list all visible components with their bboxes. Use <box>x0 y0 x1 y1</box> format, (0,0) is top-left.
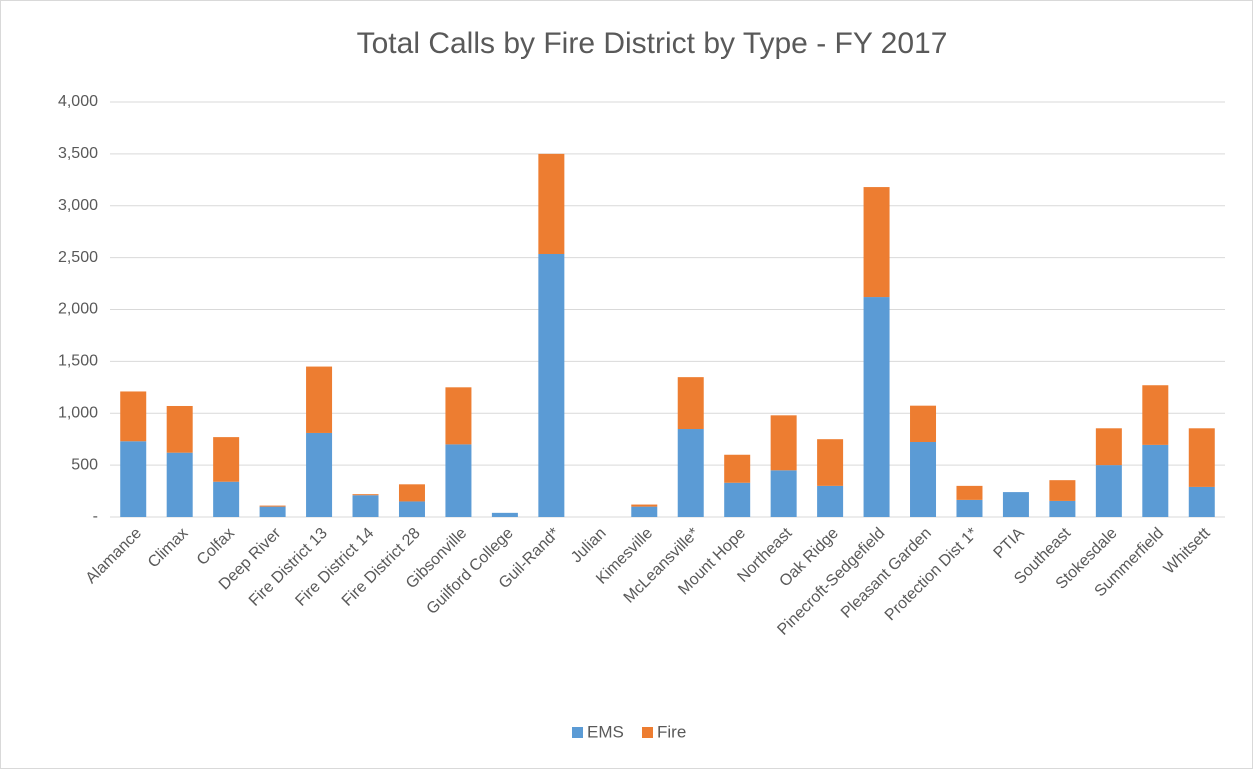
bar-segment <box>677 429 704 517</box>
bar-segment <box>352 494 379 496</box>
y-tick-label: 4,000 <box>58 93 98 110</box>
bar-segment <box>863 187 890 298</box>
bar-segment <box>538 253 565 517</box>
bar-segment <box>863 297 890 517</box>
bar-segment <box>724 482 751 517</box>
chart-title: Total Calls by Fire District by Type - F… <box>357 27 948 60</box>
bar-segment <box>631 506 658 517</box>
legend-label: Fire <box>657 722 686 741</box>
bar-segment <box>213 481 240 517</box>
y-tick-label: 2,000 <box>58 301 98 318</box>
bar-segment <box>956 485 983 500</box>
bar-segment <box>259 505 286 507</box>
legend-swatch <box>572 727 583 738</box>
legend-label: EMS <box>587 722 624 741</box>
bar-segment <box>538 153 565 254</box>
legend-swatch <box>642 727 653 738</box>
bar-segment <box>491 512 518 517</box>
y-tick-label: - <box>93 508 98 525</box>
bar-segment <box>259 506 286 517</box>
bar-segment <box>398 484 425 502</box>
bar-segment <box>1142 385 1169 445</box>
bar-segment <box>910 405 937 442</box>
y-tick-label: 1,000 <box>58 404 98 421</box>
y-tick-label: 500 <box>71 456 98 473</box>
bar-segment <box>213 437 240 482</box>
y-tick-label: 1,500 <box>58 353 98 370</box>
bar-segment <box>817 439 844 486</box>
bar-segment <box>1188 428 1215 487</box>
bar-segment <box>1188 486 1215 517</box>
bar-segment <box>677 377 704 430</box>
bar-segment <box>910 441 937 517</box>
bar-segment <box>166 405 193 453</box>
bar-segment <box>306 432 333 517</box>
bar-segment <box>306 366 333 433</box>
bar-segment <box>1095 428 1122 466</box>
bar-segment <box>724 454 751 483</box>
bar-segment <box>398 501 425 517</box>
y-tick-label: 3,000 <box>58 197 98 214</box>
bar-segment <box>1095 465 1122 517</box>
y-tick-label: 3,500 <box>58 145 98 162</box>
bar-segment <box>445 444 472 517</box>
y-tick-label: 2,500 <box>58 249 98 266</box>
bar-segment <box>956 499 983 517</box>
bar-segment <box>120 441 147 517</box>
bar-segment <box>1002 492 1029 517</box>
bar-segment <box>817 485 844 517</box>
bar-segment <box>1142 444 1169 517</box>
bar-segment <box>770 470 797 517</box>
bar-segment <box>445 387 472 445</box>
bar-segment <box>631 504 658 507</box>
bar-segment <box>166 452 193 517</box>
bar-segment <box>352 495 379 517</box>
bar-segment <box>120 391 147 442</box>
bar-segment <box>1049 500 1076 517</box>
bar-segment <box>1049 480 1076 501</box>
bar-segment <box>770 415 797 471</box>
